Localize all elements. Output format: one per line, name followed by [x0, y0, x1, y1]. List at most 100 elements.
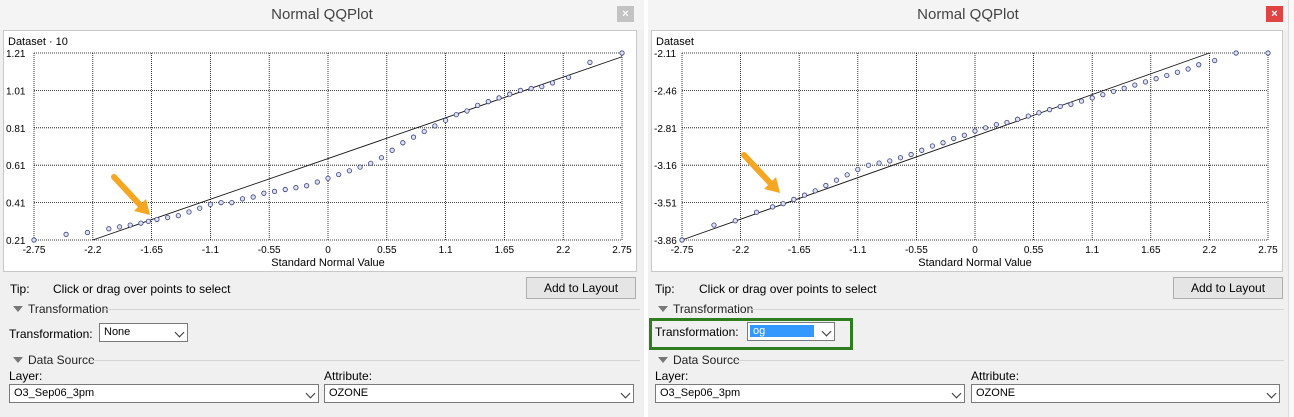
data-point	[250, 194, 256, 200]
attribute-label: Attribute:	[324, 369, 373, 383]
transformation-label: Transformation:	[655, 325, 739, 339]
data-point	[218, 200, 224, 206]
arrow-head	[764, 177, 780, 193]
data-point	[442, 117, 449, 123]
grid-cell	[211, 54, 269, 90]
chevron-down-icon	[620, 388, 631, 399]
collapse-triangle-icon	[13, 306, 23, 312]
layer-label: Layer:	[655, 369, 689, 383]
grid-cell	[211, 203, 269, 239]
data-point	[565, 74, 572, 80]
qq-plot-area[interactable]: Dataset -2.75 -2.2 -1.65 -1.1 -0.55 0 0.55 1.1 1.…	[651, 30, 1283, 272]
y-tick-label: 1.01	[6, 86, 26, 97]
chart-title: Dataset	[656, 36, 694, 48]
collapse-triangle-icon	[13, 357, 23, 363]
transformation-section-label: Transformation	[673, 302, 754, 316]
data-source-section-toggle[interactable]: Data Source	[13, 353, 95, 367]
data-point	[1025, 113, 1031, 119]
add-to-layout-button[interactable]: Add to Layout	[526, 277, 636, 299]
grid-cell	[741, 54, 799, 90]
add-to-layout-button[interactable]: Add to Layout	[1173, 277, 1283, 299]
y-tick-label: -2.46	[654, 86, 677, 97]
data-point	[368, 160, 374, 166]
data-point	[1174, 69, 1181, 75]
data-source-section-toggle[interactable]: Data Source	[658, 353, 740, 367]
qq-plot-chart[interactable]: Dataset -2.75 -2.2 -1.65 -1.1 -0.55 0 0.55 1.1 1.…	[652, 31, 1282, 271]
grid-cell	[93, 54, 151, 90]
chevron-down-icon	[821, 326, 832, 337]
data-point	[271, 188, 278, 194]
grid-cell	[800, 166, 857, 202]
data-point	[1164, 72, 1170, 79]
data-point	[1078, 98, 1085, 104]
title-bar[interactable]: Normal QQPlot ×	[648, 0, 1288, 30]
data-point	[336, 171, 342, 178]
data-point	[207, 201, 213, 208]
grid-cell	[564, 203, 621, 239]
data-point	[1100, 92, 1106, 98]
data-point	[812, 188, 818, 194]
data-source-section-label: Data Source	[28, 353, 95, 367]
grid-cell	[800, 91, 857, 127]
layer-select[interactable]: O3_Sep06_3pm	[9, 384, 319, 403]
tip-label: Tip:	[10, 282, 30, 296]
y-tick-label: -2.11	[654, 49, 676, 60]
data-point	[63, 231, 69, 237]
transformation-select[interactable]: None	[99, 323, 188, 342]
data-point	[1046, 107, 1053, 113]
chevron-down-icon	[1266, 388, 1277, 399]
background-window-edge	[1288, 0, 1294, 417]
grid-cell	[329, 128, 386, 165]
data-point	[1057, 103, 1063, 110]
x-tick-label: 2.2	[1202, 245, 1216, 256]
chevron-down-icon	[305, 388, 316, 399]
data-point	[175, 213, 181, 219]
x-tick-label: 1.1	[439, 245, 453, 256]
annotation-arrow-icon	[111, 174, 150, 215]
data-point	[972, 128, 978, 134]
data-point	[475, 102, 481, 108]
x-tick-label: -2.2	[732, 245, 750, 256]
data-point	[855, 166, 861, 173]
y-tick-label: 1.21	[6, 49, 26, 60]
section-divider	[749, 309, 1284, 310]
x-tick-label: -1.65	[788, 245, 811, 256]
grid-cell	[976, 54, 1033, 90]
transformation-section-toggle[interactable]: Transformation	[658, 302, 753, 316]
window-title: Normal QQPlot	[917, 6, 1019, 23]
layer-select[interactable]: O3_Sep06_3pm	[655, 384, 965, 403]
data-point	[239, 196, 246, 202]
close-button[interactable]: ×	[617, 6, 634, 22]
attribute-select[interactable]: OZONE	[324, 384, 634, 403]
transformation-section-toggle[interactable]: Transformation	[13, 302, 108, 316]
x-axis-label: Standard Normal Value	[271, 257, 385, 269]
tip-label: Tip:	[655, 282, 675, 296]
x-tick-label: -1.1	[849, 245, 867, 256]
y-tick-label: -3.86	[654, 236, 677, 247]
transformation-value: None	[104, 326, 131, 338]
data-point	[619, 50, 625, 56]
section-divider	[90, 360, 640, 361]
data-point	[378, 155, 385, 161]
reference-line	[681, 52, 1210, 241]
qq-plot-area[interactable]: Dataset · 10 -2.75 -2.2 -1.65 -1.1 -0.55 0 0.55…	[3, 30, 637, 272]
attribute-select[interactable]: OZONE	[971, 384, 1280, 403]
data-point	[1212, 57, 1218, 64]
close-button[interactable]: ×	[1266, 6, 1283, 22]
grid-cell	[858, 128, 916, 165]
transformation-select[interactable]: og	[747, 322, 835, 341]
data-point	[84, 229, 91, 236]
grid-cell	[1093, 203, 1150, 239]
data-point	[106, 226, 112, 232]
grid-cell	[917, 166, 974, 202]
data-point	[31, 237, 37, 243]
data-point	[1196, 62, 1202, 68]
data-point	[197, 205, 203, 211]
qq-plot-chart[interactable]: Dataset · 10 -2.75 -2.2 -1.65 -1.1 -0.55 0 0.55…	[4, 31, 636, 271]
grid-cell	[329, 54, 386, 90]
data-point	[1121, 85, 1127, 91]
grid-cell	[917, 91, 974, 127]
x-tick-label: -1.1	[202, 245, 220, 256]
data-point	[154, 216, 160, 223]
title-bar[interactable]: Normal QQPlot ×	[0, 0, 644, 30]
